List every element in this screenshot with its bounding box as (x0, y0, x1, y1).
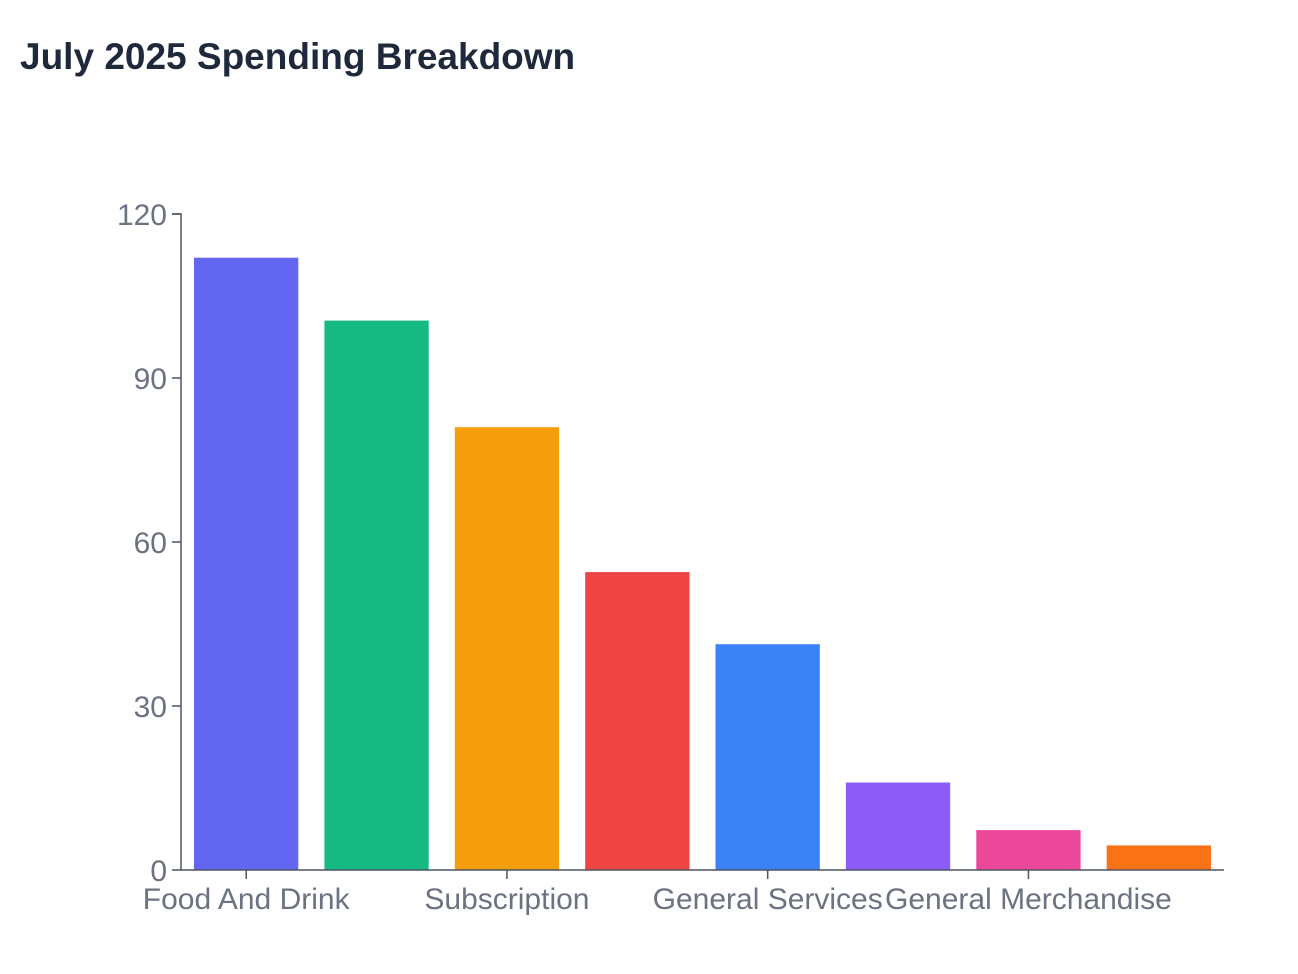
x-tick-label: Food And Drink (143, 883, 351, 916)
x-tick-label: General Services (653, 883, 883, 916)
y-tick-label: 120 (117, 199, 167, 232)
y-tick-label: 60 (134, 527, 167, 560)
chart-title: July 2025 Spending Breakdown (20, 36, 576, 77)
bar-subscription (454, 427, 560, 870)
bar-general-merchandise (976, 830, 1081, 870)
y-tick-label: 90 (134, 363, 167, 396)
x-tick-label: Subscription (424, 883, 589, 916)
y-tick-label: 30 (134, 691, 167, 724)
bar-entertainment (585, 572, 690, 870)
bar-food-and-drink (194, 257, 299, 870)
bar-transportation (324, 320, 429, 871)
bar-other (1106, 845, 1211, 870)
bar-personal-care (845, 782, 951, 870)
x-tick-label: General Merchandise (885, 883, 1172, 916)
bar-general-services (715, 644, 820, 870)
y-tick-label: 0 (150, 855, 167, 888)
